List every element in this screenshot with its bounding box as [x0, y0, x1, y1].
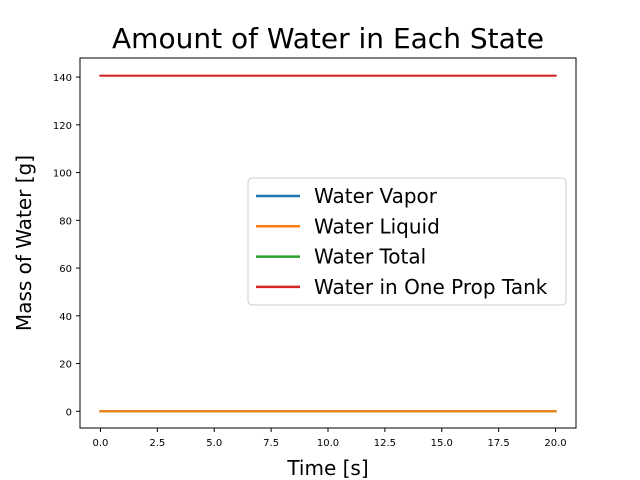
- y-axis-label: Mass of Water [g]: [12, 155, 36, 331]
- x-axis: 0.0 2.5 5.0 7.5 10.0 12.5 15.0 17.5 20.0: [93, 428, 567, 449]
- x-tick-label: 7.5: [263, 438, 279, 449]
- y-tick-label: 60: [59, 264, 72, 275]
- legend-label: Water in One Prop Tank: [314, 275, 548, 299]
- x-tick-label: 10.0: [317, 438, 339, 449]
- series-layer: [99, 74, 557, 413]
- y-tick-label: 120: [53, 121, 72, 132]
- y-tick-label: 80: [59, 216, 72, 227]
- y-tick-label: 100: [53, 169, 72, 180]
- legend-label: Water Vapor: [314, 184, 438, 208]
- x-tick-label: 0.0: [93, 438, 109, 449]
- y-tick-label: 140: [53, 73, 72, 84]
- x-tick-label: 12.5: [374, 438, 396, 449]
- legend: Water Vapor Water Liquid Water Total Water …: [247, 177, 567, 306]
- y-axis: 0 20 40 60 80 100 120 140: [53, 73, 80, 418]
- x-tick-label: 17.5: [488, 438, 510, 449]
- x-axis-label: Time [s]: [286, 456, 368, 480]
- chart-title: Amount of Water in Each State: [112, 22, 544, 55]
- y-tick-label: 20: [59, 360, 72, 371]
- legend-box: [247, 177, 567, 306]
- x-tick-label: 20.0: [544, 438, 566, 449]
- x-tick-label: 5.0: [206, 438, 222, 449]
- x-tick-label: 2.5: [149, 438, 165, 449]
- y-tick-label: 0: [66, 407, 72, 418]
- legend-label: Water Liquid: [314, 214, 440, 238]
- x-tick-label: 15.0: [431, 438, 453, 449]
- legend-label: Water Total: [314, 245, 426, 269]
- y-tick-label: 40: [59, 312, 72, 323]
